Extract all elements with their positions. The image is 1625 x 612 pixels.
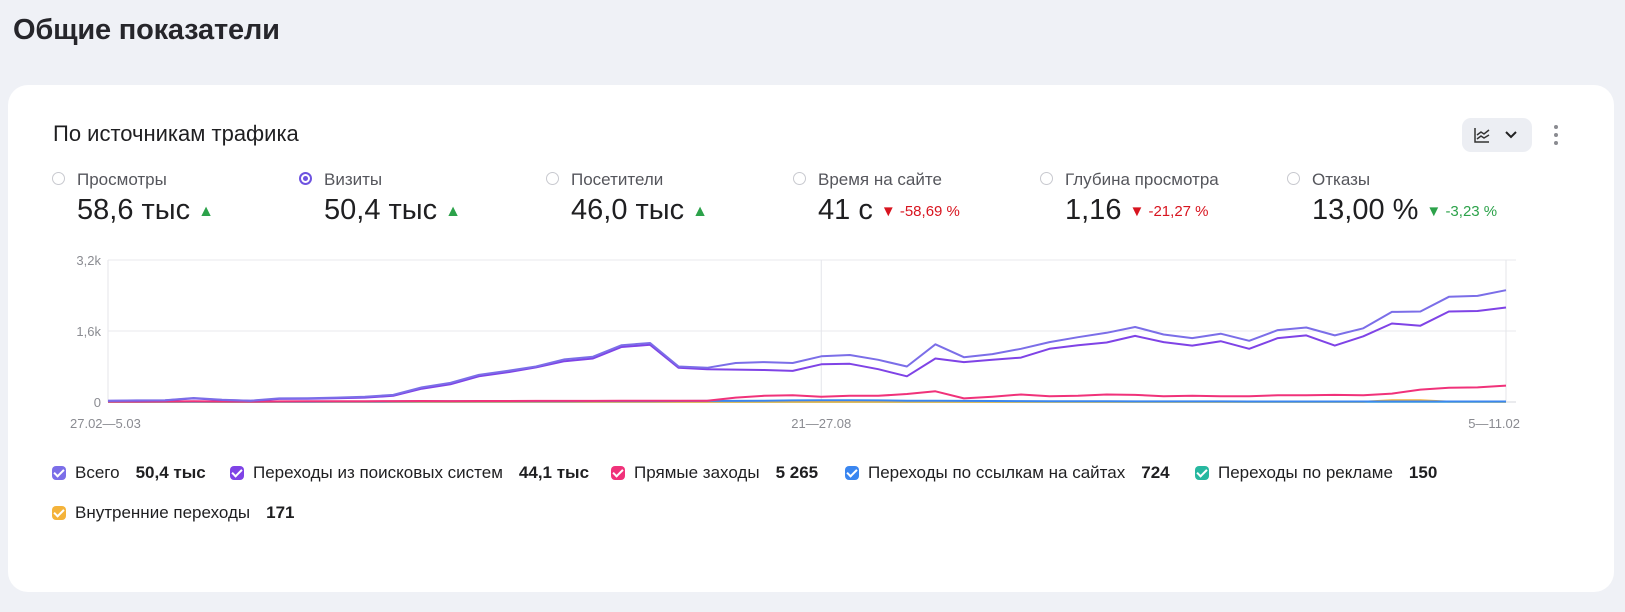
metric-bounces[interactable]: Отказы 13,00 % ▼ -3,23 % — [1287, 170, 1542, 230]
metric-time-on-site[interactable]: Время на сайте 41 с ▼ -58,69 % — [793, 170, 1048, 230]
metric-visitors[interactable]: Посетители 46,0 тыс ▲ — [546, 170, 801, 230]
x-tick-label: 27.02—5.03 — [70, 416, 141, 431]
metric-radio[interactable] — [299, 172, 312, 185]
legend-value: 50,4 тыс — [135, 463, 206, 482]
metric-value: 50,4 тыс ▲ — [324, 194, 461, 226]
y-tick-label: 3,2k — [76, 253, 101, 268]
legend-label: Переходы по рекламе — [1218, 463, 1393, 482]
x-tick-label: 21—27.08 — [791, 416, 851, 431]
legend-label: Прямые заходы — [634, 463, 760, 482]
x-tick-label: 5—11.02 — [1468, 416, 1520, 431]
legend-label: Внутренние переходы — [75, 503, 251, 522]
trend-up-icon: ▲ — [692, 203, 708, 220]
metric-value: 41 с ▼ -58,69 % — [818, 194, 960, 226]
trend-up-icon: ▲ — [198, 203, 214, 220]
chart-view-toggle[interactable] — [1462, 118, 1532, 152]
checkbox-icon[interactable] — [52, 506, 66, 520]
metric-radio[interactable] — [52, 172, 65, 185]
legend-item-search[interactable]: Переходы из поисковых систем 44,1 тыс — [230, 463, 589, 487]
checkbox-icon[interactable] — [611, 466, 625, 480]
metric-radio[interactable] — [546, 172, 559, 185]
trend-down-icon: ▼ -21,27 % — [1129, 203, 1209, 220]
metric-page-depth[interactable]: Глубина просмотра 1,16 ▼ -21,27 % — [1040, 170, 1295, 230]
checkbox-icon[interactable] — [845, 466, 859, 480]
metric-value: 1,16 ▼ -21,27 % — [1065, 194, 1209, 226]
trend-down-icon: ▼ -3,23 % — [1426, 203, 1498, 220]
legend-label: Всего — [75, 463, 120, 482]
series-line-direct — [108, 384, 1507, 403]
legend-item-direct[interactable]: Прямые заходы 5 265 — [611, 463, 818, 487]
card-title: По источникам трафика — [53, 121, 299, 146]
checkbox-icon[interactable] — [1195, 466, 1209, 480]
checkbox-icon[interactable] — [52, 466, 66, 480]
metric-value: 46,0 тыс ▲ — [571, 194, 708, 226]
metric-label: Просмотры — [77, 170, 167, 189]
metric-label: Время на сайте — [818, 170, 942, 189]
legend-value: 5 265 — [775, 463, 819, 482]
traffic-line-chart: 3,2k 1,6k 0 27.02—5.03 21—27.08 5—11.02 — [70, 253, 1520, 431]
metric-radio[interactable] — [1287, 172, 1300, 185]
y-tick-label: 0 — [94, 395, 101, 410]
metric-radio[interactable] — [793, 172, 806, 185]
page-title: Общие показатели — [13, 14, 280, 46]
chart-lines-icon — [1474, 128, 1490, 143]
metric-label: Визиты — [324, 170, 383, 189]
legend-value: 150 — [1408, 463, 1438, 482]
legend-item-ads[interactable]: Переходы по рекламе 150 — [1195, 463, 1437, 487]
legend-label: Переходы по ссылкам на сайтах — [868, 463, 1126, 482]
y-tick-label: 1,6k — [76, 324, 101, 339]
legend-item-total[interactable]: Всего 50,4 тыс — [52, 463, 206, 487]
metric-label: Глубина просмотра — [1065, 170, 1219, 189]
traffic-sources-card: По источникам трафика Просмотры 58,6 тыс… — [8, 85, 1614, 592]
more-vertical-icon — [1554, 125, 1558, 145]
legend-value: 724 — [1141, 463, 1170, 482]
metrics-row: Просмотры 58,6 тыс ▲ Визиты 50,4 тыс ▲ Пос… — [52, 170, 1572, 230]
metric-label: Посетители — [571, 170, 664, 189]
metric-views[interactable]: Просмотры 58,6 тыс ▲ — [52, 170, 307, 230]
trend-down-icon: ▼ -58,69 % — [880, 203, 960, 220]
series-line-total — [107, 289, 1507, 402]
legend-item-internal[interactable]: Внутренние переходы 171 — [52, 503, 294, 527]
legend-item-links[interactable]: Переходы по ссылкам на сайтах 724 — [845, 463, 1170, 487]
metric-value: 58,6 тыс ▲ — [77, 194, 214, 226]
chevron-down-icon — [1505, 131, 1517, 139]
series-line-search — [107, 306, 1507, 402]
metric-label: Отказы — [1312, 170, 1371, 189]
legend-value: 171 — [266, 503, 295, 522]
metric-radio[interactable] — [1040, 172, 1053, 185]
legend-label: Переходы из поисковых систем — [253, 463, 503, 482]
metric-visits[interactable]: Визиты 50,4 тыс ▲ — [299, 170, 554, 230]
metric-value: 13,00 % ▼ -3,23 % — [1312, 194, 1498, 226]
checkbox-icon[interactable] — [230, 466, 244, 480]
trend-up-icon: ▲ — [445, 203, 461, 220]
more-button[interactable] — [1549, 121, 1563, 149]
legend-value: 44,1 тыс — [518, 463, 590, 482]
